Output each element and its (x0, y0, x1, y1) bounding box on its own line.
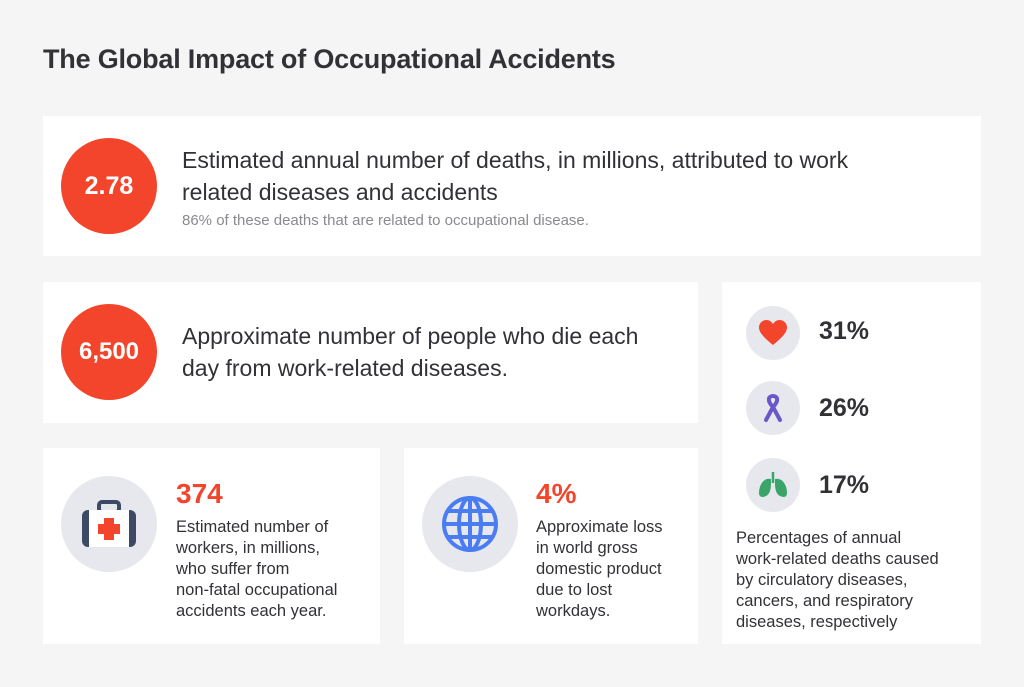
circulatory-percent: 31% (819, 317, 870, 345)
gdp-loss-value: 4% (536, 478, 577, 509)
heart-icon (746, 306, 800, 360)
daily-deaths-card: 6,500 Approximate number of people who d… (43, 282, 698, 423)
globe-icon (422, 476, 518, 572)
lungs-icon (746, 458, 800, 512)
daily-deaths-description-line2: day from work-related diseases. (182, 355, 508, 381)
nonfatal-line-1: Estimated number of (176, 518, 329, 536)
deaths-note: 86% of these deaths that are related to … (182, 212, 589, 229)
causes-line-5: diseases, respectively (736, 613, 898, 631)
nonfatal-accidents-card: 374 Estimated number of workers, in mill… (43, 448, 380, 644)
causes-line-2: work-related deaths caused (736, 550, 939, 568)
deaths-description-line1: Estimated annual number of deaths, in mi… (182, 147, 849, 173)
nonfatal-accidents-value: 374 (176, 478, 223, 509)
deaths-card: 2.78 Estimated annual number of deaths, … (43, 116, 981, 256)
causes-card: 31% 26% 17% Percentages of annual work-r… (722, 282, 981, 644)
nonfatal-line-3: who suffer from (176, 560, 290, 578)
first-aid-kit-icon (61, 476, 157, 572)
nonfatal-line-5: accidents each year. (176, 602, 327, 620)
gdp-line-3: domestic product (536, 560, 662, 578)
gdp-line-2: in world gross (536, 539, 638, 557)
causes-line-1: Percentages of annual (736, 529, 902, 547)
causes-line-3: by circulatory diseases, (736, 571, 908, 589)
respiratory-percent: 17% (819, 471, 870, 499)
page-title: The Global Impact of Occupational Accide… (43, 44, 616, 74)
cancer-ribbon-icon (746, 381, 800, 435)
gdp-line-5: workdays. (536, 602, 611, 620)
daily-deaths-value: 6,500 (78, 338, 140, 365)
daily-deaths-description-line1: Approximate number of people who die eac… (182, 323, 639, 349)
gdp-line-1: Approximate loss (536, 518, 663, 536)
cancer-percent: 26% (819, 394, 870, 422)
daily-deaths-value-badge: 6,500 (61, 304, 157, 400)
deaths-value-badge: 2.78 (61, 138, 157, 234)
causes-line-4: cancers, and respiratory (736, 592, 913, 610)
deaths-description-line2: related diseases and accidents (182, 179, 498, 205)
deaths-value: 2.78 (84, 171, 134, 200)
nonfatal-line-2: workers, in millions, (176, 539, 320, 557)
gdp-line-4: due to lost (536, 581, 613, 599)
gdp-loss-card: 4% Approximate loss in world gross domes… (404, 448, 698, 644)
nonfatal-line-4: non-fatal occupational (176, 581, 338, 599)
